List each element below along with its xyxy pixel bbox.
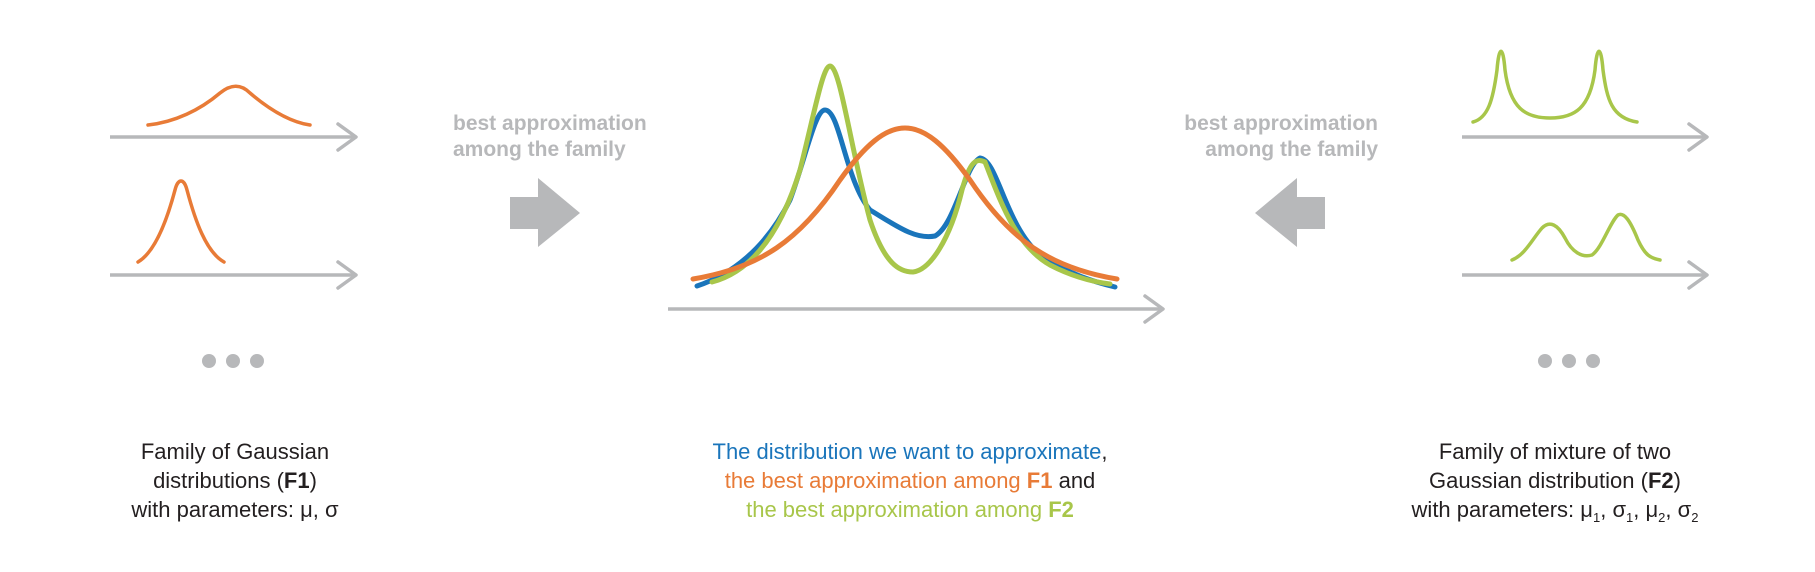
center-caption: The distribution we want to approximate,…: [640, 437, 1180, 524]
left-ellipsis: [202, 354, 264, 368]
left-caption-line3: with parameters: μ, σ: [131, 497, 339, 522]
right-arrow-label-line2: among the family: [1205, 138, 1378, 161]
center-caption-line1: The distribution we want to approximate,: [640, 437, 1180, 466]
left-block-arrow: [510, 178, 580, 247]
left-caption: Family of Gaussian distributions (F1) wi…: [100, 437, 370, 524]
f2-approximation-label: the best approximation among: [746, 497, 1049, 522]
mu-1-subscript: 1: [1592, 510, 1601, 525]
mu-2-symbol: μ: [1645, 497, 1659, 522]
left-arrow-label: best approximation among the family: [453, 111, 647, 163]
mu-2-subscript: 2: [1658, 510, 1666, 525]
sep-3: ,: [1665, 497, 1678, 522]
center-caption-line2: the best approximation among F1 and: [640, 466, 1180, 495]
right-arrow-label: best approximation among the family: [1184, 111, 1378, 163]
f2-best-approximation-curve: [709, 63, 1113, 287]
params-prefix: with parameters:: [1411, 497, 1581, 522]
center-caption-and: and: [1052, 468, 1096, 493]
left-caption-line2-text: distributions (: [153, 468, 284, 493]
left-arrow-label-line2: among the family: [453, 138, 626, 161]
right-mixture-family: [1462, 49, 1709, 368]
sigma-2-symbol: σ: [1677, 497, 1692, 522]
sep-1: ,: [1600, 497, 1613, 522]
sigma-2-subscript: 2: [1691, 510, 1699, 525]
wide-mixture-curve: [1510, 212, 1662, 262]
f1-bold-label: F1: [1026, 468, 1053, 493]
right-block-arrow: [1255, 178, 1325, 247]
left-caption-line2-close: ): [309, 468, 317, 493]
right-caption: Family of mixture of two Gaussian distri…: [1405, 437, 1705, 524]
wide-gaussian-curve: [146, 84, 312, 127]
mu-1-symbol: μ: [1580, 497, 1593, 522]
right-arrow-label-line1: best approximation: [1184, 112, 1378, 135]
right-caption-line3: with parameters: μ1, σ1, μ2, σ2: [1405, 495, 1705, 524]
right-caption-line2-text: Gaussian distribution (: [1429, 468, 1648, 493]
left-caption-line2: distributions (F1): [100, 466, 370, 495]
right-caption-line1: Family of mixture of two: [1438, 439, 1672, 464]
left-gaussian-family: [110, 84, 358, 368]
narrow-mixture-curve: [1471, 49, 1639, 124]
center-comparison-plot: [668, 63, 1165, 324]
sep-2: ,: [1633, 497, 1646, 522]
f1-label: F1: [283, 468, 310, 493]
left-caption-line1: Family of Gaussian: [140, 439, 330, 464]
f2-label: F2: [1647, 468, 1674, 493]
right-ellipsis: [1538, 354, 1600, 368]
sigma-1-subscript: 1: [1626, 510, 1634, 525]
left-arrow-label-line1: best approximation: [453, 112, 647, 135]
f2-bold-label: F2: [1048, 497, 1074, 522]
f1-best-approximation-curve: [690, 125, 1120, 282]
right-caption-line2-close: ): [1673, 468, 1681, 493]
f1-approximation-label: the best approximation among: [724, 468, 1027, 493]
narrow-gaussian-curve: [136, 179, 226, 264]
sigma-1-symbol: σ: [1612, 497, 1627, 522]
center-caption-line3: the best approximation among F2: [640, 495, 1180, 524]
center-caption-comma: ,: [1101, 439, 1108, 464]
right-caption-line2: Gaussian distribution (F2): [1405, 466, 1705, 495]
target-distribution-label: The distribution we want to approximate: [712, 439, 1102, 464]
